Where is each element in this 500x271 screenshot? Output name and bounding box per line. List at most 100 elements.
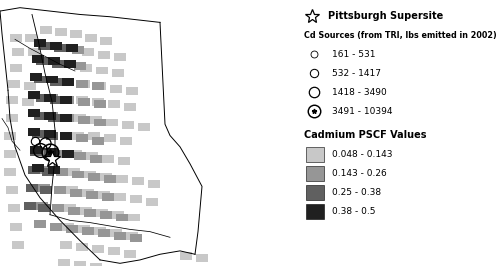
Bar (4, 132, 16, 140)
Bar (96, 209, 108, 217)
Bar (4, 150, 16, 158)
Bar (28, 49, 40, 56)
Bar (146, 198, 158, 206)
Bar (306, 185, 324, 200)
Bar (85, 34, 97, 42)
Bar (64, 60, 76, 68)
Bar (52, 205, 64, 212)
Bar (102, 155, 114, 163)
Bar (28, 128, 40, 136)
Bar (94, 82, 106, 90)
Bar (36, 202, 48, 210)
Bar (116, 175, 128, 183)
Bar (60, 96, 72, 104)
Bar (38, 42, 50, 50)
Bar (104, 134, 116, 142)
Bar (28, 91, 40, 99)
Bar (36, 94, 48, 102)
Bar (98, 191, 110, 199)
Bar (68, 168, 80, 176)
Bar (118, 157, 130, 165)
Bar (66, 44, 78, 52)
Bar (50, 78, 62, 86)
Bar (44, 76, 56, 83)
Bar (58, 150, 70, 158)
Bar (40, 42, 52, 50)
Text: Pittsburgh Supersite: Pittsburgh Supersite (328, 11, 444, 21)
Bar (74, 261, 86, 269)
Text: 1418 - 3490: 1418 - 3490 (332, 88, 387, 97)
Bar (60, 241, 72, 249)
Bar (80, 64, 92, 72)
Bar (72, 132, 84, 140)
Bar (72, 170, 84, 179)
Bar (10, 222, 22, 231)
Text: 0.143 - 0.26: 0.143 - 0.26 (332, 169, 387, 178)
Text: 0.25 - 0.38: 0.25 - 0.38 (332, 188, 381, 197)
Bar (70, 30, 82, 38)
Bar (8, 80, 20, 88)
Bar (92, 137, 104, 144)
Bar (62, 114, 74, 122)
Bar (116, 214, 128, 221)
Bar (148, 180, 160, 188)
Bar (50, 222, 62, 231)
Bar (25, 34, 37, 42)
Bar (78, 116, 90, 124)
Bar (76, 134, 88, 142)
Bar (94, 101, 106, 108)
Bar (112, 69, 124, 77)
Bar (66, 186, 78, 194)
Bar (70, 189, 82, 196)
Bar (88, 173, 100, 181)
Bar (78, 80, 90, 88)
Bar (34, 112, 46, 120)
Text: 161 - 531: 161 - 531 (332, 50, 376, 59)
Bar (92, 82, 104, 90)
Bar (122, 121, 134, 129)
Bar (58, 60, 70, 68)
Bar (6, 96, 18, 104)
Bar (42, 148, 54, 156)
Bar (4, 168, 16, 176)
Bar (46, 148, 58, 156)
Bar (34, 76, 46, 83)
Bar (102, 193, 114, 201)
Bar (110, 85, 122, 92)
Bar (46, 94, 58, 102)
Bar (110, 229, 122, 237)
Bar (108, 101, 120, 108)
Bar (120, 137, 132, 144)
Bar (48, 114, 60, 122)
Bar (30, 148, 42, 156)
Bar (62, 78, 74, 86)
Bar (46, 112, 58, 120)
Bar (96, 66, 108, 75)
Bar (106, 266, 118, 271)
Bar (82, 189, 94, 196)
Bar (128, 214, 140, 221)
Bar (42, 57, 54, 65)
Bar (38, 205, 50, 212)
Bar (92, 245, 104, 253)
Bar (82, 49, 94, 56)
Bar (60, 78, 72, 86)
Bar (22, 98, 34, 106)
Bar (40, 26, 52, 34)
Text: 0.38 - 0.5: 0.38 - 0.5 (332, 207, 376, 216)
Bar (114, 232, 126, 240)
Bar (104, 175, 116, 183)
Bar (48, 57, 60, 65)
Bar (124, 250, 136, 258)
Bar (66, 225, 78, 233)
Bar (94, 118, 106, 127)
Bar (32, 130, 44, 138)
Bar (34, 39, 46, 47)
Bar (6, 186, 18, 194)
Bar (124, 103, 136, 111)
Bar (108, 247, 120, 255)
Bar (38, 184, 50, 192)
Bar (74, 153, 86, 160)
Bar (138, 123, 150, 131)
Bar (98, 229, 110, 237)
